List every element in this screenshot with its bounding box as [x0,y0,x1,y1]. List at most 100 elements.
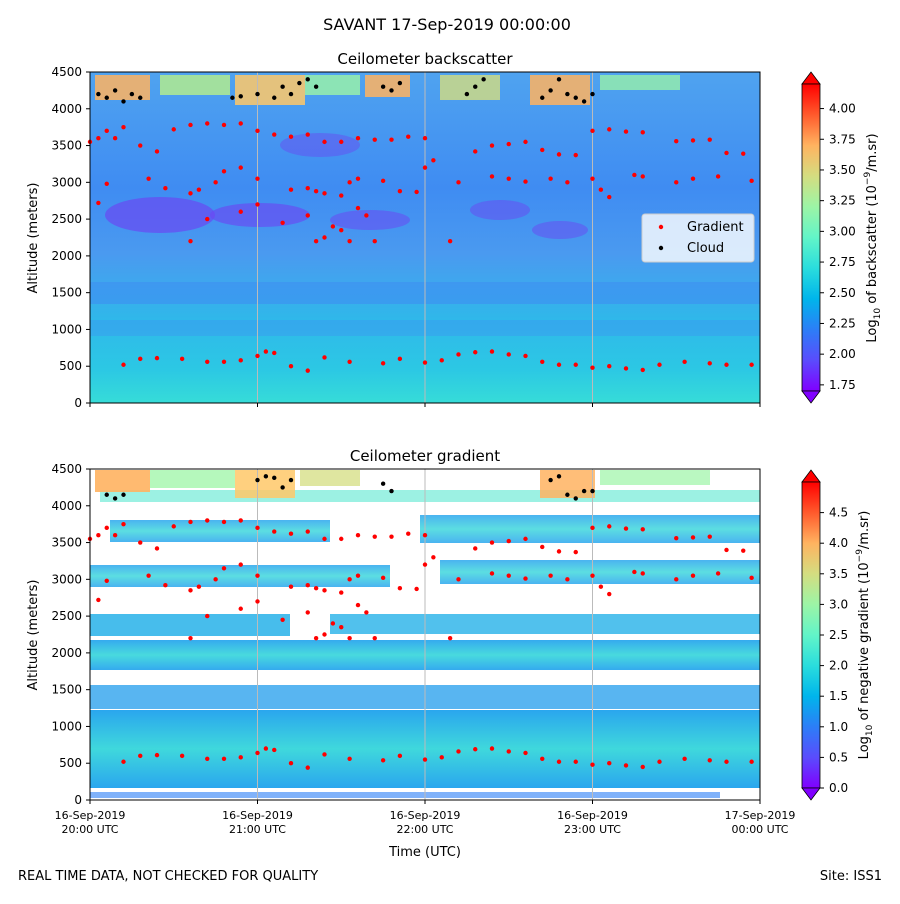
cloud-point [573,95,578,100]
cloud-point [573,496,578,501]
gradient-point [339,590,344,595]
gradient-point [598,187,604,192]
colorbar-tick-label: 4.0 [829,536,848,550]
cloud-point [313,84,319,89]
gradient-point [146,573,151,578]
gradient-point [322,235,327,240]
gradient-point [196,187,202,192]
gradient-point [305,610,310,615]
gradient-point [523,536,528,542]
gradient-point [422,757,428,762]
gradient-point [288,761,294,766]
gradient-point [154,546,160,551]
gradient-point [238,518,243,523]
gradient-point [456,749,461,754]
gradient-point [179,356,185,362]
gradient-point [573,152,578,158]
gradient-point [406,134,411,139]
gradient-point [707,758,712,763]
gradient-point [707,534,712,539]
gradient-point [741,548,746,553]
gradient-point [573,759,578,764]
gradient-point [489,746,495,751]
gradient-point [439,755,444,760]
gradient-point [724,362,729,367]
gradient-point [590,176,595,181]
gradient-point [272,747,277,753]
gradient-point [657,362,662,367]
y-tick-label: 2500 [51,609,82,623]
gradient-point [523,576,528,581]
gradient-point [523,179,528,184]
gradient-point [506,573,511,578]
gradient-point [305,529,310,534]
gradient-point [221,756,227,762]
colorbar-tick-label: 3.25 [829,194,856,208]
gradient-point [339,624,344,630]
y-tick-label: 4500 [51,462,82,476]
cloud-point [138,95,143,100]
gradient-point [548,176,553,181]
gradient-point [163,583,168,588]
gradient-point [406,531,411,536]
gradient-point [347,359,352,365]
cloud-point [288,477,294,483]
cloud-point [556,77,562,82]
gradient-point [339,139,344,145]
gradient-point [749,362,754,367]
cloud-point [481,77,486,82]
gradient-point [263,746,269,751]
gradient-point [623,366,629,371]
x-tick-label: 16-Sep-2019 21:00 UTC [222,809,293,836]
gradient-point [96,136,101,141]
quality-disclaimer: REAL TIME DATA, NOT CHECKED FOR QUALITY [18,869,319,884]
gradient-point [355,176,361,181]
gradient-point [690,573,696,578]
gradient-point [573,362,578,367]
gradient-point [347,180,352,185]
gradient-point [339,193,344,198]
gradient-point [422,360,428,365]
gradient-point [104,578,109,584]
gradient-point [330,224,336,229]
gradient-point [330,621,336,626]
gradient-point [339,536,344,542]
colorbar-tick-label: 1.5 [829,689,848,703]
colorbar-tick-label: 1.0 [829,720,848,734]
gradient-point [523,139,528,145]
gradient-point [523,750,528,756]
gradient-point [422,165,428,170]
backscatter-colorbar: 1.75 2.00 2.25 2.50 2.75 3.00 3.25 3.50 3.75 4.00… [801,71,883,404]
gradient-point [163,186,168,191]
cloud-point [238,94,243,99]
cloud-point [389,88,394,93]
gradient-point [372,635,377,641]
gradient-point [439,358,444,363]
gradient-point [489,174,495,179]
gradient-point [556,759,562,764]
gradient-point [255,573,260,578]
gradient-point [280,220,285,225]
gradient-point [138,753,143,759]
gradient-point [205,518,210,523]
gradient-point [607,761,612,766]
gradient-point [347,577,352,582]
gradient-point [322,632,327,637]
gradient-point [138,356,143,362]
gradient-point [623,526,629,531]
cloud-point [129,91,135,97]
gradient-point [205,613,210,619]
gradient-point [749,178,754,184]
y-tick-label: 3500 [51,536,82,550]
colorbar-tick-label: 3.0 [829,597,848,611]
cloud-point [548,88,553,93]
gradient-point [347,635,352,641]
gradient-point [322,588,327,593]
gradient-point [213,577,218,582]
gradient-point [573,549,578,555]
gradient-point [489,349,495,354]
gradient-point [380,575,386,581]
gradient-point [138,143,143,148]
gradient-point [179,753,185,759]
y-tick-label: 3500 [51,139,82,153]
